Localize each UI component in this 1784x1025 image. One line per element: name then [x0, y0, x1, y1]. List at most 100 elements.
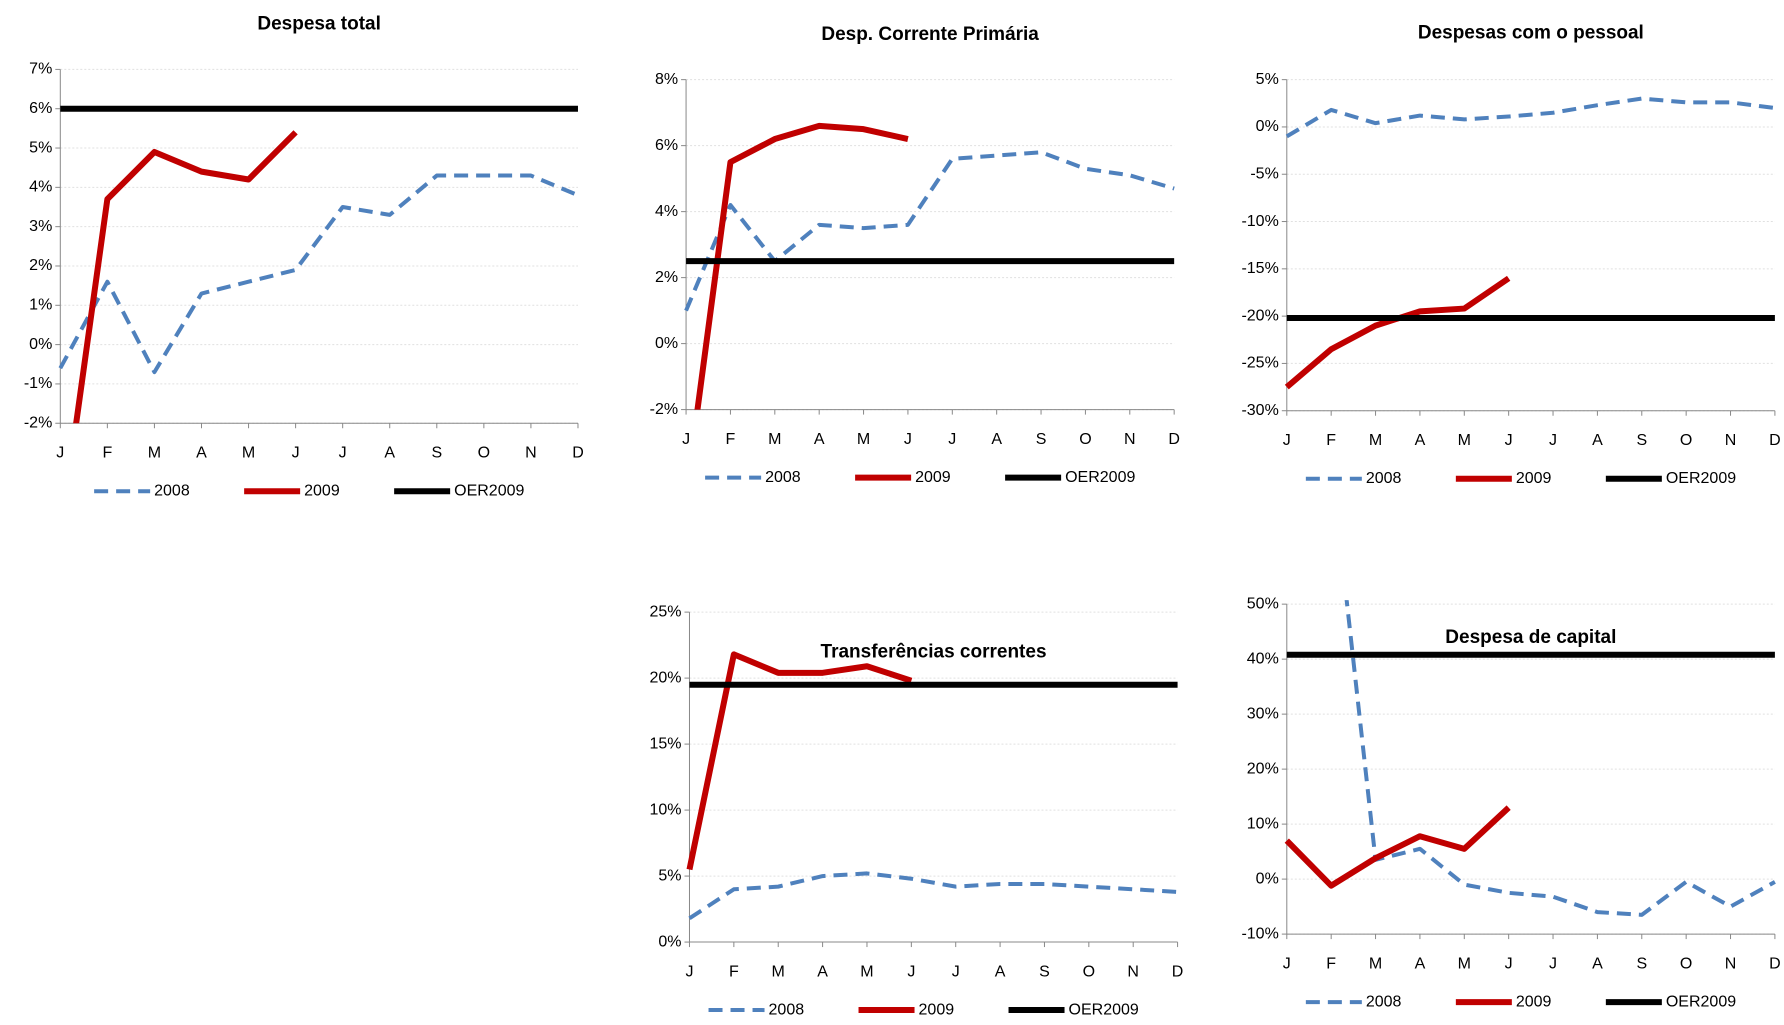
- series-line: [694, 122, 909, 410]
- chart: Despesa total -2% -1% 0% 1% 2% 3% 4% 5% 6% 7% J F M A M…: [24, 14, 584, 500]
- y-tick-label: 3%: [29, 218, 52, 235]
- x-tick-label: J: [56, 444, 64, 461]
- x-tick-label: A: [1592, 955, 1603, 972]
- x-tick-label: J: [1549, 955, 1557, 972]
- x-tick-label: A: [817, 963, 828, 980]
- y-tick-label: -1%: [24, 375, 52, 392]
- legend-label: 2009: [915, 469, 951, 486]
- x-tick-label: J: [292, 444, 300, 461]
- x-tick-label: O: [478, 444, 490, 461]
- y-tick-label: 6%: [655, 137, 678, 154]
- x-tick-label: J: [1549, 432, 1557, 449]
- x-tick-label: N: [1725, 432, 1737, 449]
- x-tick-label: D: [1168, 431, 1180, 448]
- x-tick-label: F: [1326, 955, 1336, 972]
- series-line: [1284, 275, 1511, 390]
- x-tick-label: S: [431, 444, 442, 461]
- x-tick-label: M: [1369, 955, 1382, 972]
- y-tick-label: 15%: [649, 735, 681, 752]
- y-tick-label: 10%: [1247, 815, 1279, 832]
- legend-label: 2009: [1516, 993, 1552, 1010]
- y-tick-label: 20%: [1247, 760, 1279, 777]
- x-tick-label: F: [102, 444, 112, 461]
- x-tick-label: A: [196, 444, 207, 461]
- y-tick-label: 30%: [1247, 705, 1279, 722]
- chart: Despesa de capital -10% 0% 10% 20% 30% 40% 50% J…: [1241, 595, 1781, 1010]
- legend-label: 2009: [1516, 470, 1552, 487]
- x-tick-label: O: [1083, 963, 1095, 980]
- legend-label: 2008: [765, 469, 801, 486]
- y-tick-label: 1%: [29, 297, 52, 314]
- y-tick-label: 0%: [658, 933, 681, 950]
- x-tick-label: S: [1039, 963, 1050, 980]
- x-tick-label: D: [572, 444, 584, 461]
- y-tick-label: 5%: [1256, 71, 1279, 88]
- x-tick-label: A: [1592, 432, 1603, 449]
- y-tick-label: 5%: [658, 867, 681, 884]
- x-tick-label: S: [1636, 955, 1647, 972]
- legend-label: 2008: [1366, 993, 1402, 1010]
- chart-title: Transferências correntes: [821, 641, 1047, 662]
- y-tick-label: 10%: [649, 801, 681, 818]
- x-tick-label: F: [726, 431, 736, 448]
- x-tick-label: S: [1636, 432, 1647, 449]
- y-tick-label: 0%: [1256, 118, 1279, 135]
- x-tick-label: J: [682, 431, 690, 448]
- y-tick-label: -5%: [1250, 165, 1278, 182]
- legend-label: OER2009: [1069, 1001, 1139, 1018]
- x-tick-label: M: [242, 444, 255, 461]
- y-tick-label: 40%: [1247, 650, 1279, 667]
- x-tick-label: J: [1283, 955, 1291, 972]
- x-tick-label: J: [907, 963, 915, 980]
- chart: Desp. Corrente Primária -2% 0% 2% 4% 6% 8% J F M A…: [650, 24, 1180, 486]
- x-tick-label: M: [1369, 432, 1382, 449]
- x-tick-label: A: [384, 444, 395, 461]
- legend-label: OER2009: [1666, 470, 1736, 487]
- x-tick-label: M: [857, 431, 870, 448]
- y-tick-label: -30%: [1241, 402, 1278, 419]
- x-tick-label: A: [814, 431, 825, 448]
- y-tick-label: -2%: [650, 401, 678, 418]
- series-line: [688, 871, 1178, 920]
- x-tick-label: D: [1769, 432, 1781, 449]
- x-tick-label: N: [1124, 431, 1136, 448]
- series-line: [58, 173, 579, 375]
- y-tick-label: 2%: [29, 257, 52, 274]
- legend-label: OER2009: [1065, 469, 1135, 486]
- y-tick-label: 2%: [655, 269, 678, 286]
- y-tick-label: -20%: [1241, 307, 1278, 324]
- series-line: [686, 651, 913, 871]
- y-tick-label: -15%: [1241, 260, 1278, 277]
- y-tick-label: -10%: [1241, 925, 1278, 942]
- x-tick-label: F: [729, 963, 739, 980]
- y-tick-label: 0%: [1256, 870, 1279, 887]
- x-tick-label: O: [1680, 955, 1692, 972]
- x-tick-label: M: [1458, 432, 1471, 449]
- x-tick-label: M: [1458, 955, 1471, 972]
- y-tick-label: 6%: [29, 100, 52, 117]
- legend-label: 2008: [769, 1001, 805, 1018]
- x-tick-label: J: [1505, 955, 1513, 972]
- x-tick-label: M: [148, 444, 161, 461]
- x-tick-label: N: [525, 444, 537, 461]
- series-line: [1344, 600, 1776, 917]
- legend-label: OER2009: [454, 482, 524, 499]
- x-tick-label: D: [1172, 963, 1184, 980]
- y-tick-label: 4%: [655, 203, 678, 220]
- x-tick-label: J: [948, 431, 956, 448]
- x-tick-label: O: [1680, 432, 1692, 449]
- x-tick-label: M: [768, 431, 781, 448]
- x-tick-label: J: [952, 963, 960, 980]
- x-tick-label: J: [1283, 432, 1291, 449]
- y-tick-label: -25%: [1241, 355, 1278, 372]
- chart-title: Desp. Corrente Primária: [821, 24, 1039, 45]
- x-tick-label: D: [1769, 955, 1781, 972]
- x-tick-label: O: [1079, 431, 1091, 448]
- chart-title: Despesa de capital: [1445, 627, 1616, 648]
- x-tick-label: J: [1505, 432, 1513, 449]
- chart: Despesas com o pessoal -30% -25% -20% -15% -1…: [1241, 23, 1780, 487]
- y-tick-label: 8%: [655, 71, 678, 88]
- legend-label: 2009: [919, 1001, 955, 1018]
- series-line: [1284, 805, 1511, 889]
